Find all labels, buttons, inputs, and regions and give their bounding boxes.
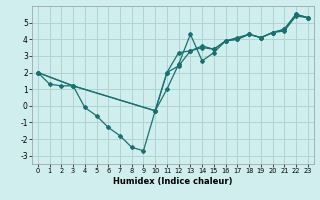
X-axis label: Humidex (Indice chaleur): Humidex (Indice chaleur) <box>113 177 233 186</box>
